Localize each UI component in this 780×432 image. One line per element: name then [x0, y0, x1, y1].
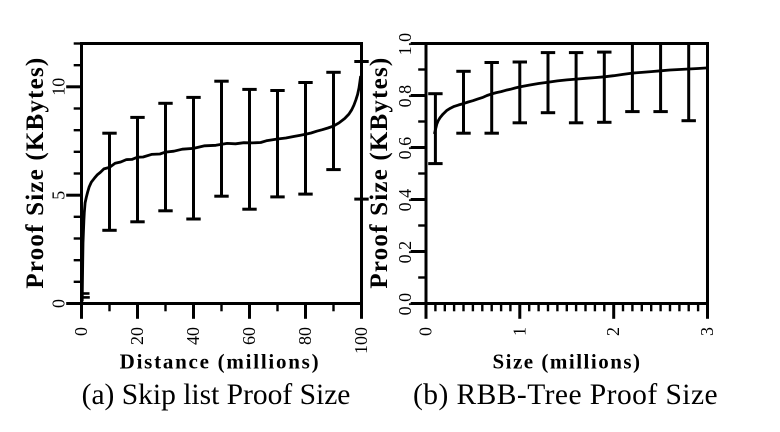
svg-text:0.6: 0.6	[395, 137, 415, 160]
svg-text:3: 3	[697, 327, 717, 336]
svg-text:20: 20	[127, 327, 147, 345]
svg-text:Size (millions): Size (millions)	[492, 350, 641, 374]
svg-text:Proof Size (KBytes): Proof Size (KBytes)	[22, 57, 49, 289]
svg-text:0: 0	[49, 299, 69, 308]
svg-text:1.0: 1.0	[395, 33, 415, 56]
svg-text:40: 40	[183, 327, 203, 345]
svg-text:0.8: 0.8	[395, 85, 415, 108]
svg-text:Distance (millions): Distance (millions)	[120, 350, 321, 374]
svg-text:80: 80	[295, 327, 315, 345]
svg-text:(a) Skip list Proof Size: (a) Skip list Proof Size	[82, 379, 351, 411]
svg-text:0.2: 0.2	[395, 241, 415, 264]
svg-text:0: 0	[71, 327, 91, 336]
svg-text:10: 10	[49, 78, 69, 96]
svg-text:0.0: 0.0	[395, 293, 415, 316]
svg-text:2: 2	[603, 327, 623, 336]
svg-text:60: 60	[239, 327, 259, 345]
svg-text:100: 100	[351, 327, 371, 354]
svg-text:0: 0	[416, 327, 436, 336]
svg-text:0.4: 0.4	[395, 189, 415, 212]
svg-text:Proof Size (KBytes): Proof Size (KBytes)	[366, 57, 393, 289]
svg-text:1: 1	[509, 327, 529, 336]
svg-text:5: 5	[49, 191, 69, 200]
svg-text:(b) RBB-Tree Proof Size: (b) RBB-Tree Proof Size	[413, 379, 718, 411]
